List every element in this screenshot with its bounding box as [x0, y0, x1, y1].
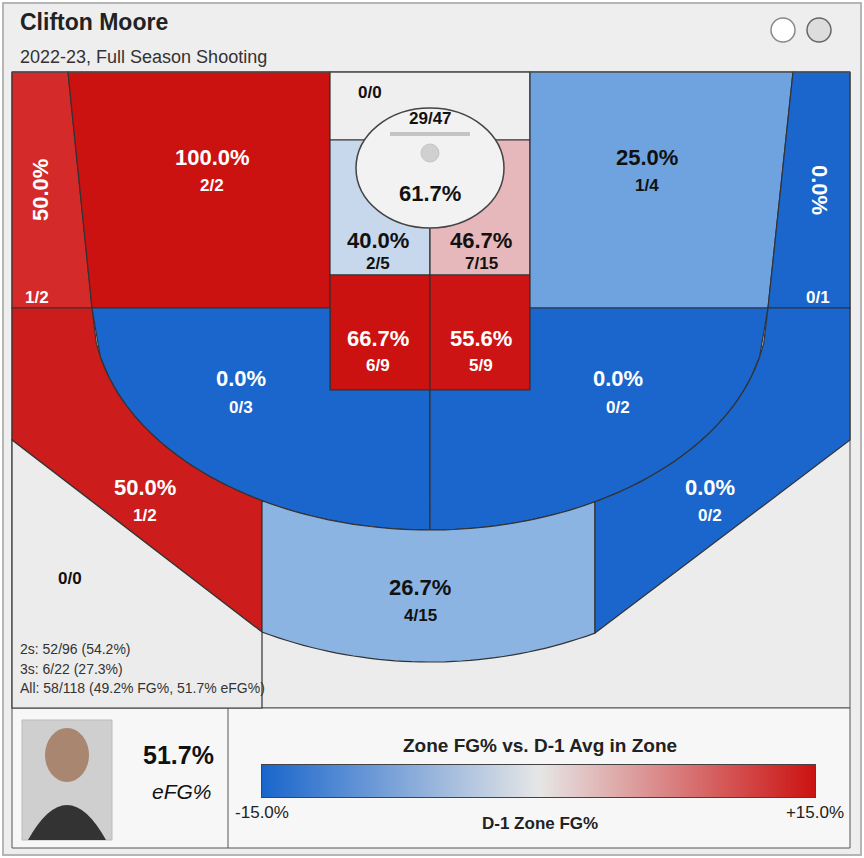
svg-text:6/9: 6/9 — [366, 356, 390, 375]
svg-text:Clifton Moore: Clifton Moore — [20, 9, 168, 35]
svg-text:2/5: 2/5 — [366, 254, 390, 273]
svg-text:0.0%: 0.0% — [807, 165, 832, 215]
svg-text:1/4: 1/4 — [635, 176, 659, 195]
svg-text:55.6%: 55.6% — [450, 326, 512, 351]
svg-text:2/2: 2/2 — [200, 176, 224, 195]
svg-text:51.7%: 51.7% — [143, 741, 214, 769]
svg-text:61.7%: 61.7% — [399, 181, 461, 206]
svg-text:eFG%: eFG% — [152, 780, 212, 803]
svg-text:2s: 52/96 (54.2%): 2s: 52/96 (54.2%) — [20, 641, 131, 657]
svg-text:66.7%: 66.7% — [347, 326, 409, 351]
svg-text:46.7%: 46.7% — [450, 228, 512, 253]
svg-text:Zone FG% vs. D-1 Avg in Zone: Zone FG% vs. D-1 Avg in Zone — [403, 735, 677, 756]
svg-text:0/2: 0/2 — [606, 398, 630, 417]
svg-text:0.0%: 0.0% — [685, 475, 735, 500]
svg-text:25.0%: 25.0% — [616, 145, 678, 170]
svg-text:0.0%: 0.0% — [216, 366, 266, 391]
svg-text:5/9: 5/9 — [469, 356, 493, 375]
svg-text:4/15: 4/15 — [404, 606, 437, 625]
svg-text:2022-23, Full Season Shooting: 2022-23, Full Season Shooting — [20, 47, 267, 67]
svg-text:100.0%: 100.0% — [175, 145, 250, 170]
svg-text:50.0%: 50.0% — [114, 475, 176, 500]
svg-text:0.0%: 0.0% — [593, 366, 643, 391]
svg-text:0/2: 0/2 — [698, 506, 722, 525]
svg-text:29/47: 29/47 — [409, 109, 452, 128]
svg-text:-15.0%: -15.0% — [235, 803, 289, 822]
svg-text:7/15: 7/15 — [465, 254, 498, 273]
svg-text:40.0%: 40.0% — [347, 228, 409, 253]
svg-text:26.7%: 26.7% — [389, 575, 451, 600]
svg-text:1/2: 1/2 — [133, 506, 157, 525]
svg-text:D-1 Zone FG%: D-1 Zone FG% — [482, 814, 598, 833]
svg-text:+15.0%: +15.0% — [786, 803, 844, 822]
svg-text:1/2: 1/2 — [25, 288, 49, 307]
svg-text:0/1: 0/1 — [806, 288, 830, 307]
svg-text:0/0: 0/0 — [58, 569, 82, 588]
svg-text:All: 58/118 (49.2% FG%, 51.7%: All: 58/118 (49.2% FG%, 51.7% eFG%) — [20, 680, 265, 696]
svg-text:3s: 6/22 (27.3%): 3s: 6/22 (27.3%) — [20, 661, 123, 677]
svg-text:0/0: 0/0 — [358, 83, 382, 102]
svg-text:50.0%: 50.0% — [28, 159, 53, 221]
svg-text:0/3: 0/3 — [229, 398, 253, 417]
